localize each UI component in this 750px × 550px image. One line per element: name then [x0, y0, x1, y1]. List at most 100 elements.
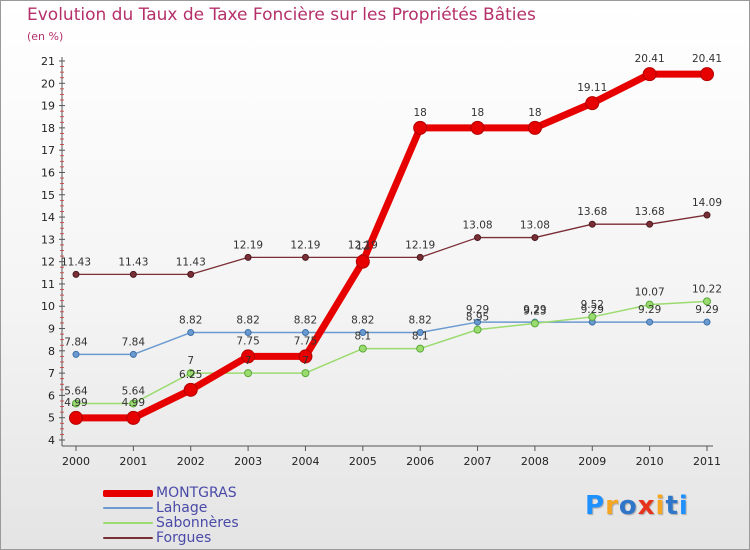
series-line-montgras	[76, 70, 707, 422]
y-tick-label: 18	[41, 122, 55, 135]
series-line-sabonnres	[76, 300, 708, 405]
y-tick-label: 21	[41, 55, 55, 68]
data-point-lahage	[474, 318, 482, 326]
y-tick-label: 11	[41, 278, 55, 291]
data-point-lahage	[703, 318, 711, 326]
data-label-lahage: 9.29	[638, 304, 661, 316]
data-label-forgues: 14.09	[692, 197, 722, 209]
x-tick-label: 2007	[464, 455, 492, 468]
data-point-sabonnres	[588, 312, 597, 321]
data-point-forgues	[531, 234, 539, 242]
x-tick-label: 2009	[578, 455, 606, 468]
y-tick-label: 5	[48, 412, 55, 425]
data-label-sabonnres: 7	[302, 355, 309, 367]
legend-item-montgras: MONTGRAS	[103, 485, 353, 501]
data-label-forgues: 13.68	[635, 206, 665, 218]
legend-swatch	[103, 507, 153, 509]
series-line-lahage	[76, 321, 707, 356]
data-label-montgras: 20.41	[692, 53, 722, 65]
data-label-montgras: 7.75	[236, 335, 259, 347]
data-point-montgras	[183, 382, 198, 397]
data-label-lahage: 8.82	[179, 315, 202, 327]
data-label-forgues: 13.08	[520, 220, 550, 232]
data-label-forgues: 12.19	[405, 239, 435, 251]
data-point-sabonnres	[645, 300, 654, 309]
data-point-montgras	[355, 254, 370, 269]
y-tick-label: 10	[41, 300, 55, 313]
data-point-forgues	[129, 270, 137, 278]
proxiti-logo: Proxiti	[585, 491, 689, 521]
data-point-montgras	[126, 410, 141, 425]
logo-letter: x	[637, 491, 656, 521]
x-tick-label: 2004	[291, 455, 319, 468]
data-label-lahage: 9.29	[695, 304, 718, 316]
data-point-lahage	[416, 329, 424, 337]
data-point-montgras	[527, 120, 542, 135]
data-point-forgues	[588, 220, 596, 228]
data-label-forgues: 13.08	[463, 220, 493, 232]
data-label-montgras: 20.41	[635, 53, 665, 65]
data-label-montgras: 4.99	[64, 397, 87, 409]
data-point-sabonnres	[530, 319, 539, 328]
legend-item-sabonnres: Sabonnères	[103, 515, 353, 531]
data-point-sabonnres	[244, 369, 253, 378]
data-point-sabonnres	[186, 369, 195, 378]
x-tick-label: 2005	[349, 455, 377, 468]
legend-swatch	[103, 522, 153, 524]
data-point-montgras	[642, 67, 657, 82]
data-label-lahage: 9.29	[581, 304, 604, 316]
data-label-forgues: 12.19	[233, 239, 263, 251]
data-label-lahage: 8.82	[294, 315, 317, 327]
data-label-montgras: 4.99	[122, 397, 145, 409]
data-point-forgues	[244, 253, 252, 261]
data-label-montgras: 6.25	[179, 369, 202, 381]
x-tick-label: 2000	[62, 455, 90, 468]
y-tick-label: 19	[41, 100, 55, 113]
data-label-sabonnres: 5.64	[64, 385, 88, 397]
data-point-lahage	[646, 318, 654, 326]
data-label-forgues: 11.43	[118, 256, 148, 268]
x-tick-label: 2002	[177, 455, 205, 468]
data-label-forgues: 11.43	[176, 256, 206, 268]
data-label-sabonnres: 8.1	[354, 331, 371, 343]
data-point-montgras	[585, 96, 600, 111]
data-point-montgras	[413, 120, 428, 135]
data-label-sabonnres: 7	[187, 355, 194, 367]
data-point-lahage	[244, 329, 252, 337]
data-point-lahage	[187, 329, 195, 337]
data-label-sabonnres: 9.23	[523, 305, 546, 317]
data-point-sabonnres	[72, 399, 80, 408]
y-tick-label: 17	[41, 144, 55, 157]
legend-swatch	[103, 490, 153, 497]
data-label-forgues: 12.19	[348, 239, 378, 251]
data-point-montgras	[700, 67, 714, 82]
legend-label: Lahage	[156, 500, 208, 516]
data-point-forgues	[703, 211, 711, 219]
chart-title: Evolution du Taux de Taxe Foncière sur l…	[27, 5, 536, 25]
y-tick-label: 6	[48, 389, 55, 402]
x-tick-label: 2010	[636, 455, 664, 468]
y-tick-label: 9	[48, 323, 55, 336]
data-label-sabonnres: 8.95	[466, 312, 489, 324]
data-point-montgras	[241, 349, 256, 364]
data-point-montgras	[470, 120, 485, 135]
legend-item-lahage: Lahage	[103, 500, 353, 516]
data-point-sabonnres	[703, 297, 711, 306]
y-tick-label: 20	[41, 77, 55, 90]
y-tick-label: 15	[41, 189, 55, 202]
data-label-sabonnres: 8.1	[412, 331, 429, 343]
series-line-forgues	[76, 214, 708, 276]
data-label-montgras: 18	[528, 107, 541, 119]
legend-swatch	[103, 537, 153, 539]
data-label-lahage: 7.84	[122, 336, 146, 348]
data-label-montgras: 12	[356, 241, 369, 253]
data-label-forgues: 11.43	[61, 256, 91, 268]
data-label-lahage: 9.29	[523, 304, 546, 316]
data-label-forgues: 13.68	[577, 206, 607, 218]
data-label-lahage: 8.82	[351, 315, 374, 327]
y-tick-label: 13	[41, 233, 55, 246]
x-tick-label: 2001	[119, 455, 147, 468]
y-tick-label: 14	[41, 211, 55, 224]
data-point-montgras	[298, 349, 313, 364]
